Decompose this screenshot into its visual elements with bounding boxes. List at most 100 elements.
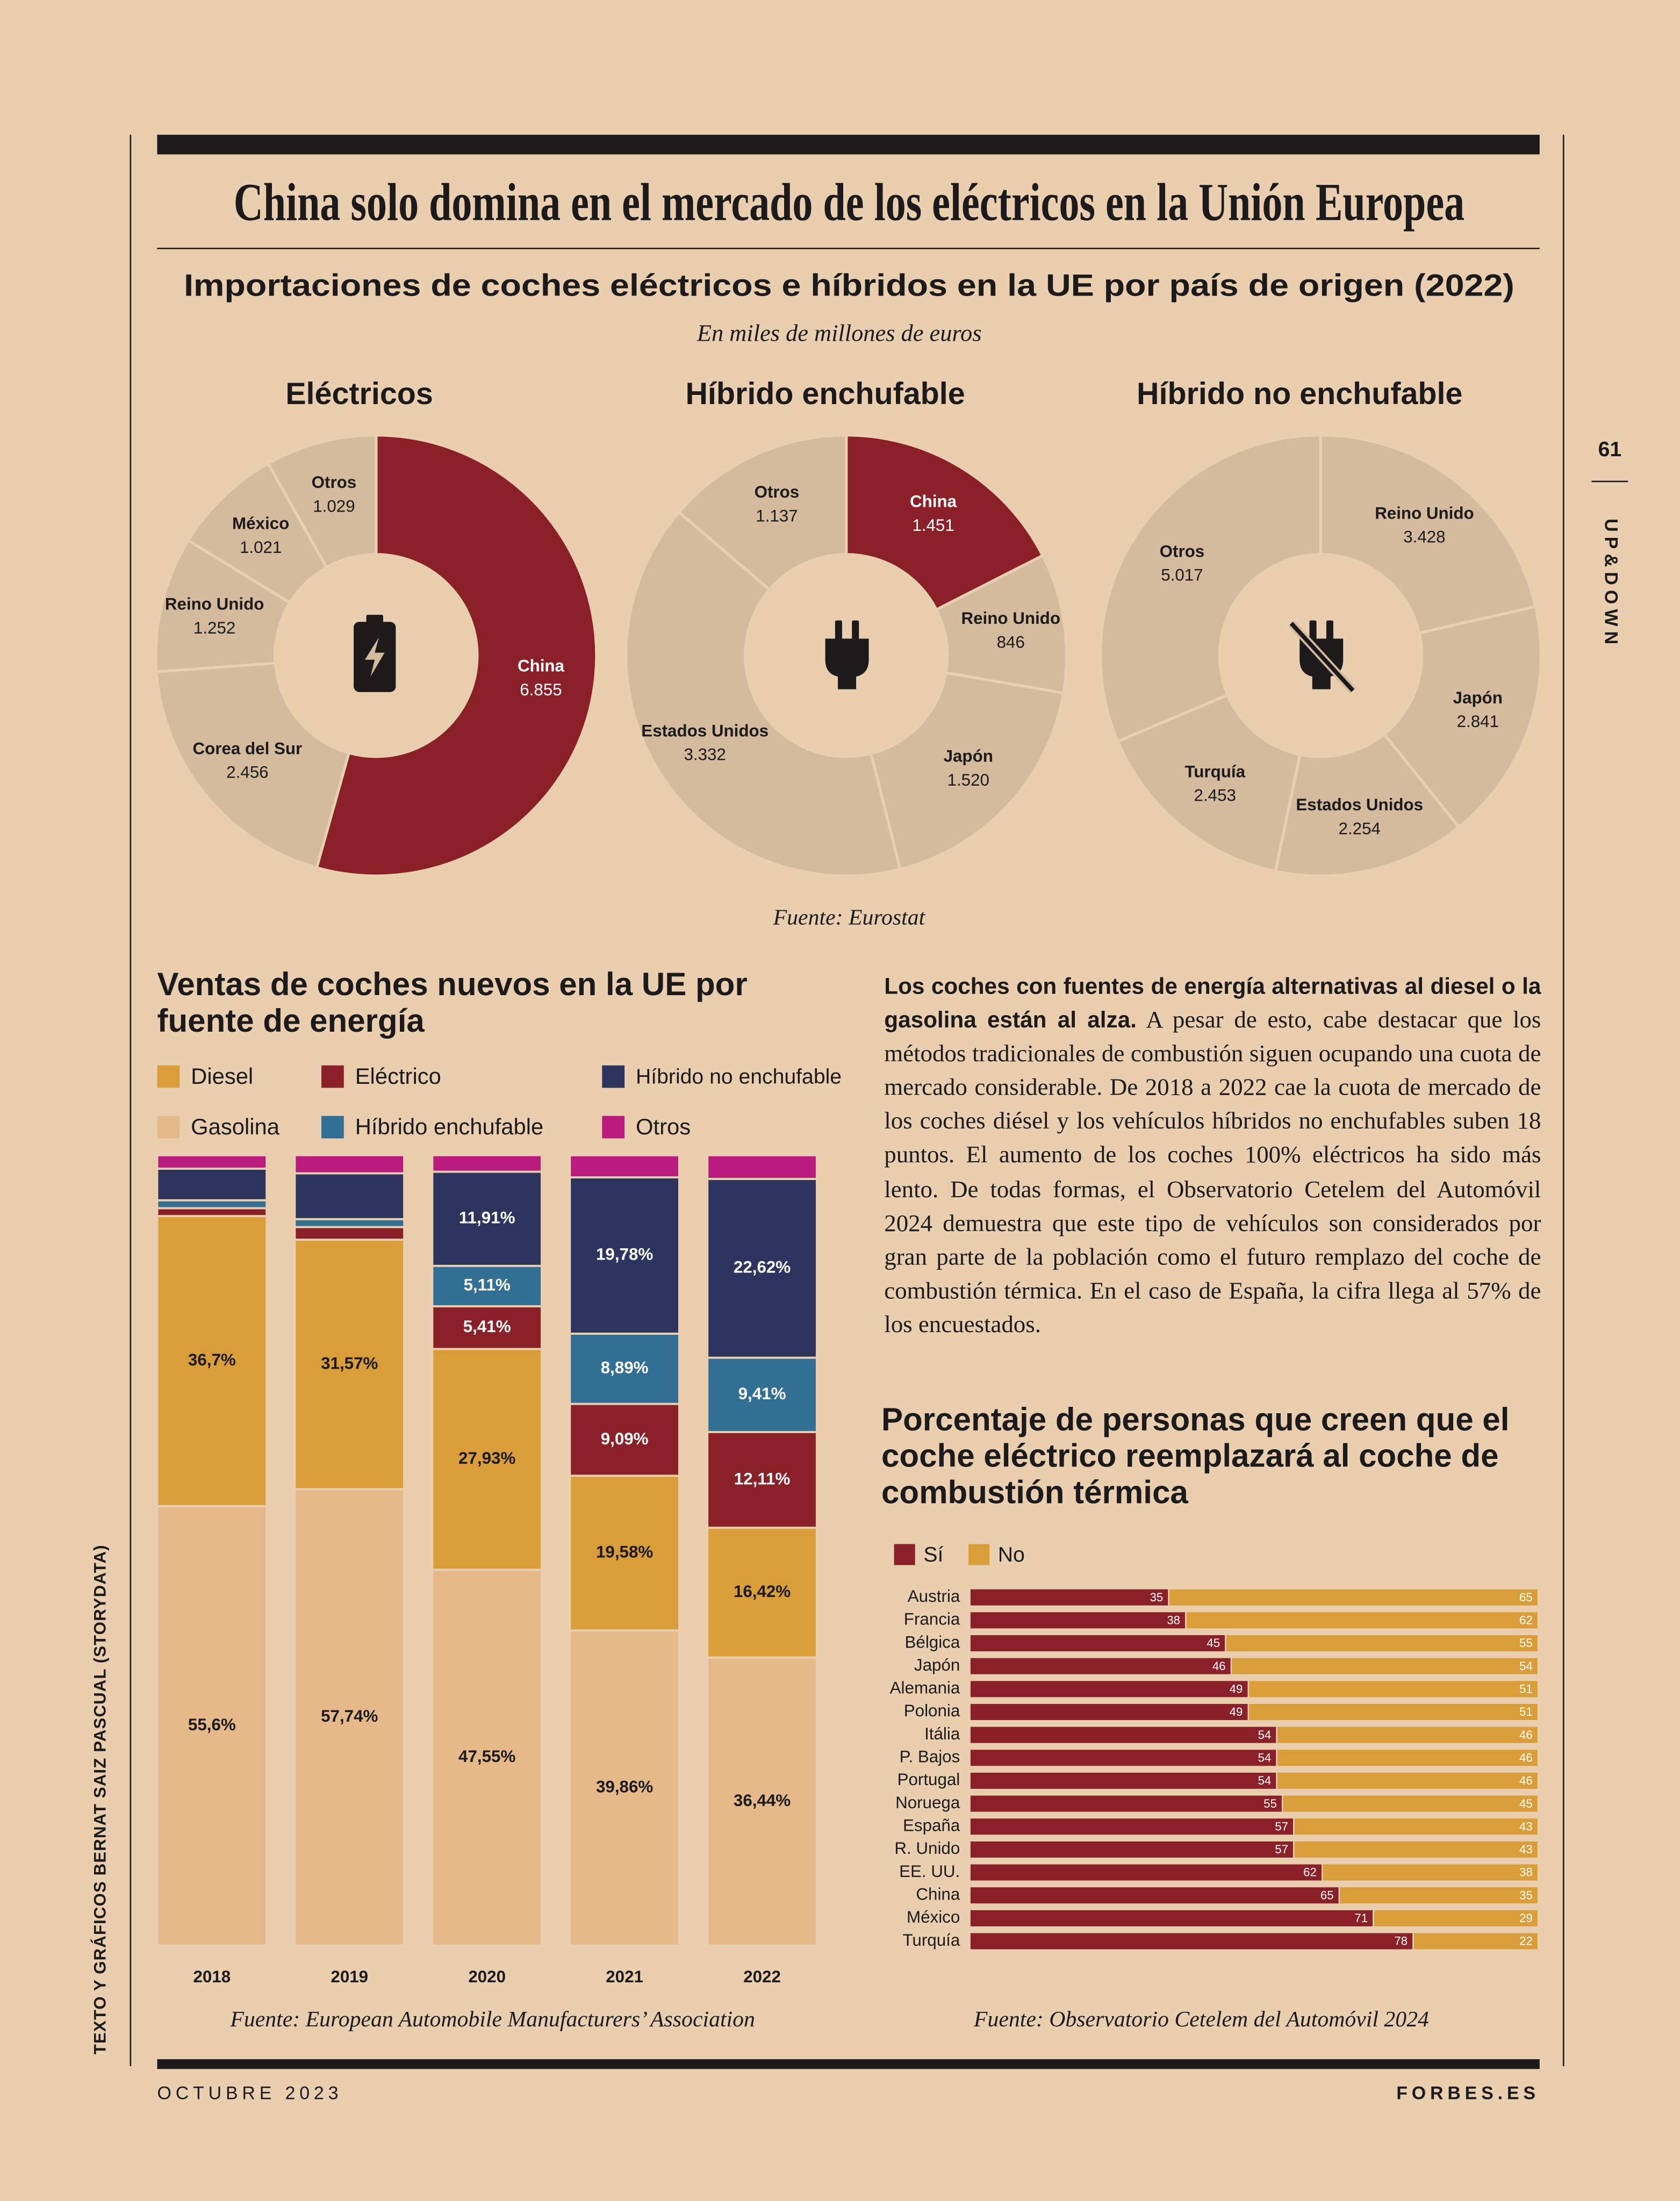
slice-label: México: [232, 514, 289, 533]
slice-value: 2.453: [1194, 786, 1236, 805]
bar-value-label: 36,7%: [188, 1350, 236, 1369]
slice-label: Otros: [755, 483, 800, 501]
bar-segment: [1230, 1657, 1539, 1676]
pie-slice: [315, 434, 598, 877]
y-tick-label: Portugal: [898, 1770, 960, 1789]
pie-slice: [266, 434, 378, 570]
bottom-rule: [157, 2059, 1540, 2069]
slice-label: Otros: [312, 473, 357, 492]
legend-swatch: [602, 1116, 625, 1139]
bar-value-label: 38: [1519, 1866, 1533, 1879]
bar-segment: [1281, 1794, 1539, 1814]
slice-label: Corea del Sur: [193, 739, 303, 758]
pie-slice: [1382, 605, 1542, 829]
x-tick-label: 2022: [743, 1967, 781, 1986]
bar-value-label: 29: [1519, 1911, 1533, 1925]
bar-segment: [969, 1725, 1277, 1745]
slice-value: 3.428: [1403, 528, 1445, 546]
pie-slice: [1274, 732, 1461, 877]
section-label: UP&DOWN: [1600, 519, 1621, 649]
bar-value-label: 49: [1230, 1682, 1243, 1695]
slice-value: 846: [997, 633, 1025, 652]
article-body: A pesar de esto, cabe destacar que los m…: [884, 1006, 1541, 1338]
bar-segment: [293, 1154, 406, 1175]
y-tick-label: EE. UU.: [899, 1862, 960, 1881]
bar-segment: [156, 1215, 268, 1507]
bar-value-label: 55: [1519, 1636, 1533, 1650]
bar-value-label: 9,09%: [601, 1429, 649, 1448]
bar-value-label: 57,74%: [321, 1707, 378, 1725]
bar-value-label: 62: [1303, 1866, 1317, 1879]
bar-segment: [156, 1207, 268, 1218]
x-tick-label: 2021: [606, 1967, 643, 1986]
footer-date: OCTUBRE 2023: [157, 2083, 342, 2103]
article: Los coches con fuentes de energía altern…: [884, 970, 1541, 1342]
pie-title: Híbrido no enchufable: [1137, 377, 1462, 411]
bar-segment: [293, 1488, 406, 1947]
bar-value-label: 27,93%: [458, 1449, 515, 1468]
y-tick-label: China: [916, 1885, 960, 1904]
bar-segment: [156, 1505, 268, 1947]
bar-value-label: 54: [1258, 1728, 1272, 1742]
bar-value-label: 65: [1320, 1888, 1334, 1902]
bar-segment: [1293, 1840, 1539, 1859]
bar-segment: [1412, 1931, 1539, 1951]
x-tick-label: 2018: [193, 1967, 231, 1986]
battery-icon: [354, 615, 396, 692]
bar-segment: [1373, 1909, 1539, 1928]
y-tick-label: Japón: [914, 1656, 960, 1674]
bar-segment: [1276, 1725, 1539, 1745]
bar-segment: [706, 1431, 818, 1529]
bar-segment: [293, 1226, 406, 1241]
bar-segment: [156, 1154, 268, 1170]
bar-value-label: 11,91%: [459, 1208, 515, 1227]
section-subtitle: En miles de millones de euros: [697, 319, 982, 346]
bar-value-label: 54: [1258, 1774, 1272, 1787]
bar-value-label: 19,78%: [596, 1245, 653, 1264]
bar-value-label: 8,89%: [601, 1358, 649, 1377]
pie-slice: [155, 661, 351, 870]
chart-title: Porcentaje de personas que creen que el …: [881, 1400, 1510, 1511]
bar-value-label: 12,11%: [734, 1469, 791, 1488]
slice-label: Reino Unido: [961, 609, 1060, 628]
slice-label: China: [518, 656, 565, 675]
bar-segment: [706, 1656, 818, 1947]
bar-segment: [569, 1176, 680, 1335]
bar-value-label: 45: [1207, 1636, 1220, 1650]
legend-label: Gasolina: [191, 1114, 280, 1139]
article-lead: Los coches con fuentes de energía altern…: [884, 974, 1541, 1033]
y-tick-label: P. Bajos: [900, 1747, 960, 1766]
bar-value-label: 16,42%: [734, 1582, 791, 1601]
legend-swatch: [602, 1065, 625, 1088]
bar-segment: [1321, 1862, 1539, 1882]
slice-label: Japón: [944, 747, 993, 766]
section-title: Importaciones de coches eléctricos e híb…: [184, 269, 1514, 303]
bar-segment: [969, 1931, 1414, 1951]
bar-value-label: 51: [1519, 1682, 1533, 1695]
bar-segment: [569, 1629, 680, 1947]
bar-value-label: 62: [1519, 1614, 1533, 1627]
pie-slice: [869, 671, 1065, 871]
slice-value: 1.021: [240, 538, 282, 557]
plug-icon: [825, 620, 869, 689]
y-tick-label: México: [907, 1908, 960, 1926]
y-tick-label: R. Unido: [894, 1839, 960, 1858]
bar-segment: [969, 1817, 1295, 1836]
legend-swatch: [968, 1544, 990, 1565]
slice-value: 1.451: [912, 516, 954, 535]
x-tick-label: 2019: [331, 1967, 368, 1986]
bar-value-label: 71: [1354, 1911, 1368, 1925]
bar-value-label: 43: [1519, 1843, 1533, 1856]
legend-label: Diesel: [191, 1063, 253, 1089]
legend-label: No: [998, 1543, 1025, 1566]
no-plug-icon: [1288, 620, 1356, 694]
page-title: China solo domina en el mercado de los e…: [234, 173, 1464, 232]
slice-label: China: [910, 492, 957, 510]
slice-label: Otros: [1160, 542, 1205, 560]
slice-value: 5.017: [1161, 566, 1203, 585]
bar-value-label: 51: [1519, 1705, 1533, 1718]
slice-value: 6.855: [520, 680, 562, 699]
footer-site: FORBES.ES: [1396, 2083, 1540, 2103]
